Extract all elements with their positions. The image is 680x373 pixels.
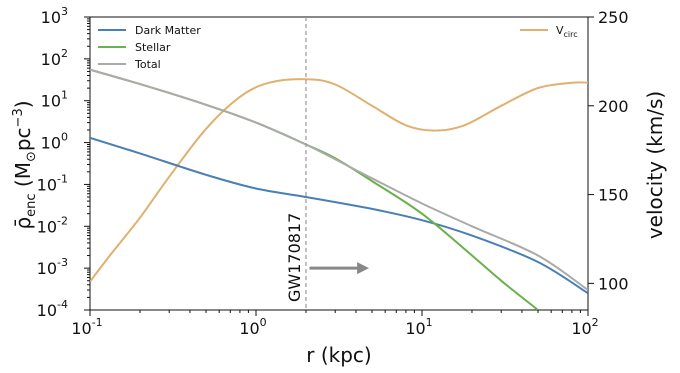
legend-label: Dark Matter bbox=[135, 24, 201, 37]
y-axis-label-left: ρ̄enc (M⊙pc−3) bbox=[11, 100, 39, 229]
y-left-tick-label: 10-2 bbox=[37, 214, 68, 236]
series bbox=[90, 68, 588, 310]
arrow-head bbox=[357, 262, 370, 275]
y-left-tick-label: 10-3 bbox=[37, 256, 68, 278]
y-left-tick-label: 10-1 bbox=[37, 172, 68, 194]
y-right-tick-label: 250 bbox=[598, 8, 629, 27]
y-left-tick-label: 103 bbox=[41, 5, 68, 27]
legend-label: Vcirc bbox=[556, 24, 578, 39]
x-axis-label: r (kpc) bbox=[306, 343, 371, 367]
legend-label: Total bbox=[134, 58, 161, 71]
legend-left: Dark Matter Stellar Total bbox=[98, 24, 201, 71]
y-right-tick-label: 200 bbox=[598, 97, 629, 116]
series-line-total bbox=[90, 68, 588, 291]
y-right-tick-label: 100 bbox=[598, 274, 629, 293]
series-line-dark-matter bbox=[90, 136, 588, 295]
y-axis-label-right: velocity (km/s) bbox=[643, 91, 667, 239]
y-right-tick-label: 150 bbox=[598, 186, 629, 205]
y-left-tick-label: 100 bbox=[41, 131, 68, 153]
gw170817-label: GW170817 bbox=[285, 213, 304, 302]
y-left-tick-label: 10-4 bbox=[37, 298, 68, 320]
x-tick-label: 10-1 bbox=[71, 316, 102, 338]
legend-label: Stellar bbox=[135, 41, 171, 54]
series-line-v-circ bbox=[90, 78, 588, 283]
annotations: GW170817 bbox=[285, 17, 370, 310]
legend-right: Vcirc bbox=[520, 24, 578, 39]
series-line-stellar bbox=[90, 68, 539, 310]
y-left-tick-label: 102 bbox=[41, 47, 68, 69]
x-tick-label: 102 bbox=[571, 316, 598, 338]
x-tick-label: 100 bbox=[239, 316, 266, 338]
x-tick-label: 101 bbox=[405, 316, 432, 338]
y-left-tick-label: 101 bbox=[41, 89, 68, 111]
plot-frame bbox=[89, 16, 589, 311]
ticks: 10-1 100 101 102 10-4 10-3 10-2 10-1 100 101 102 10… bbox=[37, 5, 629, 338]
